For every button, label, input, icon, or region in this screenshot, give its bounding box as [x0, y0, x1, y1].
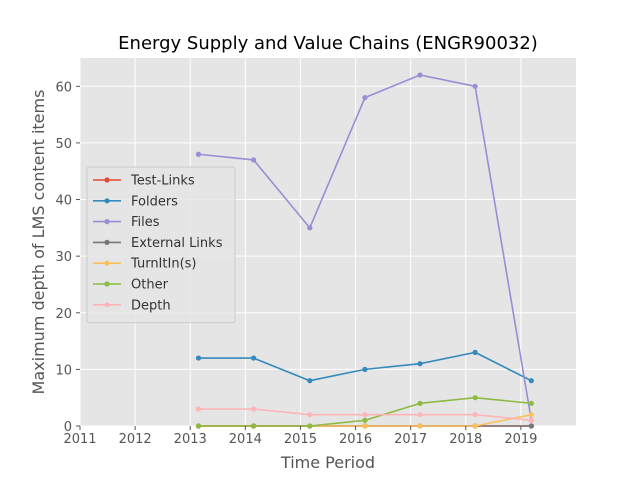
legend-label: Test-Links — [130, 174, 195, 189]
y-tick-label: 20 — [55, 307, 72, 322]
data-point-turnitin-s — [417, 423, 423, 429]
data-point-other — [528, 400, 534, 406]
y-tick-label: 30 — [55, 250, 72, 265]
series-depth — [195, 406, 534, 423]
y-tick-label: 60 — [55, 80, 72, 95]
y-tick-label: 50 — [55, 137, 72, 152]
data-point-files — [251, 157, 257, 163]
data-point-depth — [251, 406, 257, 412]
legend-swatch-marker — [104, 302, 110, 308]
data-point-depth — [362, 412, 368, 418]
legend-swatch-marker — [104, 239, 110, 245]
y-axis-ticks: 0 10 20 30 40 50 60 — [55, 80, 80, 435]
legend-entry-files: Files — [93, 215, 160, 230]
x-axis-ticks: 2011 2012 2013 2014 2015 2016 2017 2018 2019 — [63, 426, 537, 447]
x-tick-label: 2015 — [284, 432, 317, 447]
legend-label: TurnItIn(s) — [130, 257, 196, 272]
series-folders — [195, 349, 534, 384]
y-tick-label: 10 — [55, 363, 72, 378]
data-point-files — [362, 95, 368, 101]
x-tick-label: 2011 — [63, 432, 96, 447]
legend-entry-test-links: Test-Links — [93, 174, 195, 189]
data-point-other — [417, 400, 423, 406]
data-point-depth — [472, 412, 478, 418]
legend-entry-external-links: External Links — [93, 236, 223, 251]
x-tick-label: 2013 — [174, 432, 207, 447]
legend-swatch-marker — [104, 219, 110, 225]
legend-swatch-marker — [104, 177, 110, 183]
legend-label: Other — [131, 278, 169, 293]
data-point-other — [362, 417, 368, 423]
y-axis-title: Maximum depth of LMS content items — [29, 90, 48, 395]
legend-label: Folders — [131, 194, 178, 209]
legend-label: Depth — [131, 298, 171, 313]
legend-swatch-marker — [104, 198, 110, 204]
data-point-other — [195, 423, 202, 429]
x-tick-label: 2016 — [339, 432, 372, 447]
data-point-depth — [307, 412, 313, 418]
chart-title: Energy Supply and Value Chains (ENGR9003… — [118, 33, 538, 54]
data-point-turnitin-s — [528, 412, 534, 418]
series-other — [195, 395, 534, 429]
data-point-folders — [472, 349, 478, 355]
legend-entry-depth: Depth — [93, 298, 171, 313]
data-point-folders — [307, 378, 313, 384]
data-point-depth — [417, 412, 423, 418]
data-point-other — [251, 423, 257, 429]
data-point-other — [307, 423, 313, 429]
data-point-files — [472, 83, 478, 89]
data-point-turnitin-s — [472, 423, 478, 429]
data-point-folders — [251, 355, 257, 361]
legend-entry-folders: Folders — [93, 194, 178, 209]
legend-box — [86, 166, 236, 324]
x-tick-label: 2018 — [449, 432, 482, 447]
legend: Test-Links Folders Files External Links Turn… — [86, 166, 236, 324]
data-point-external-links — [528, 423, 534, 429]
legend-entry-other: Other — [93, 278, 169, 293]
x-tick-label: 2014 — [229, 432, 262, 447]
series-layer — [195, 72, 534, 429]
data-point-depth — [528, 417, 534, 423]
data-point-files — [307, 225, 313, 231]
legend-label: Files — [131, 215, 160, 230]
legend-entry-turnitin-s: TurnItIn(s) — [93, 257, 196, 272]
data-point-folders — [417, 361, 423, 367]
y-tick-label: 0 — [64, 420, 72, 435]
data-point-folders — [528, 378, 534, 384]
x-tick-label: 2012 — [119, 432, 152, 447]
data-point-files — [417, 72, 423, 78]
data-point-other — [472, 395, 478, 401]
x-tick-label: 2017 — [394, 432, 427, 447]
legend-swatch-marker — [104, 281, 110, 287]
x-tick-label: 2019 — [504, 432, 537, 447]
legend-swatch-marker — [104, 260, 110, 266]
legend-label: External Links — [131, 236, 223, 251]
data-point-turnitin-s — [362, 423, 368, 429]
x-axis-title: Time Period — [280, 453, 375, 472]
y-tick-label: 40 — [55, 194, 72, 209]
data-point-depth — [195, 406, 202, 412]
data-point-files — [195, 151, 202, 157]
data-point-folders — [195, 355, 202, 361]
data-point-folders — [362, 366, 368, 372]
